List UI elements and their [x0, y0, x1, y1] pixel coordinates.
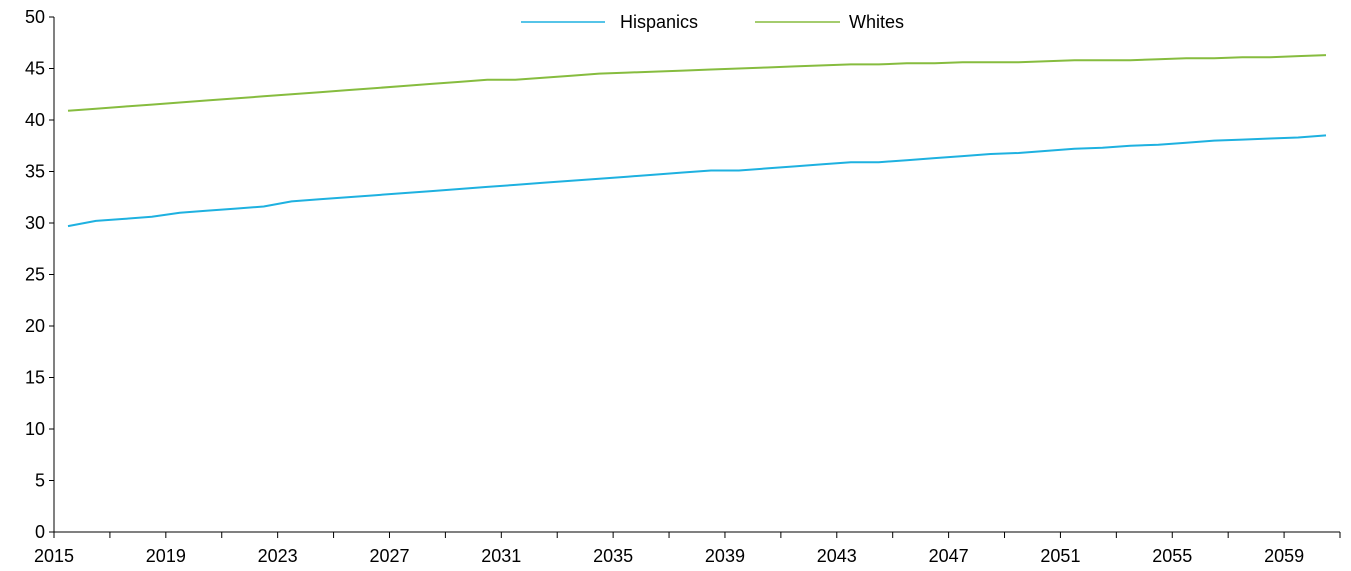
y-tick-label: 30	[25, 213, 45, 233]
x-tick-label: 2027	[369, 546, 409, 566]
x-tick-label: 2059	[1264, 546, 1304, 566]
y-tick-label: 35	[25, 162, 45, 182]
x-tick-label: 2039	[705, 546, 745, 566]
x-tick-label: 2015	[34, 546, 74, 566]
legend: Hispanics Whites	[521, 12, 904, 32]
x-tick-label: 2051	[1040, 546, 1080, 566]
y-ticks: 0 5 10 15 20 25 30 35 40 45 50	[25, 7, 54, 542]
axes	[53, 17, 1340, 533]
y-tick-label: 0	[35, 522, 45, 542]
y-tick-label: 25	[25, 265, 45, 285]
x-tick-label: 2055	[1152, 546, 1192, 566]
legend-label-whites: Whites	[849, 12, 904, 32]
y-tick-label: 50	[25, 7, 45, 27]
x-tick-label: 2047	[929, 546, 969, 566]
series-lines	[67, 54, 1327, 228]
x-tick-label: 2043	[817, 546, 857, 566]
x-ticks: 2015 2019 2023 2027 2031 2035 2039 2043 2047 2051…	[34, 532, 1341, 566]
y-tick-label: 10	[25, 419, 45, 439]
series-line-whites	[67, 54, 1327, 112]
x-tick-label: 2031	[481, 546, 521, 566]
y-tick-label: 40	[25, 110, 45, 130]
x-tick-label: 2035	[593, 546, 633, 566]
y-tick-label: 5	[35, 471, 45, 491]
y-tick-label: 20	[25, 316, 45, 336]
x-tick-label: 2023	[258, 546, 298, 566]
x-tick-label: 2019	[146, 546, 186, 566]
y-tick-label: 15	[25, 368, 45, 388]
y-tick-label: 45	[25, 59, 45, 79]
legend-label-hispanics: Hispanics	[620, 12, 698, 32]
series-line-hispanics	[67, 134, 1327, 228]
